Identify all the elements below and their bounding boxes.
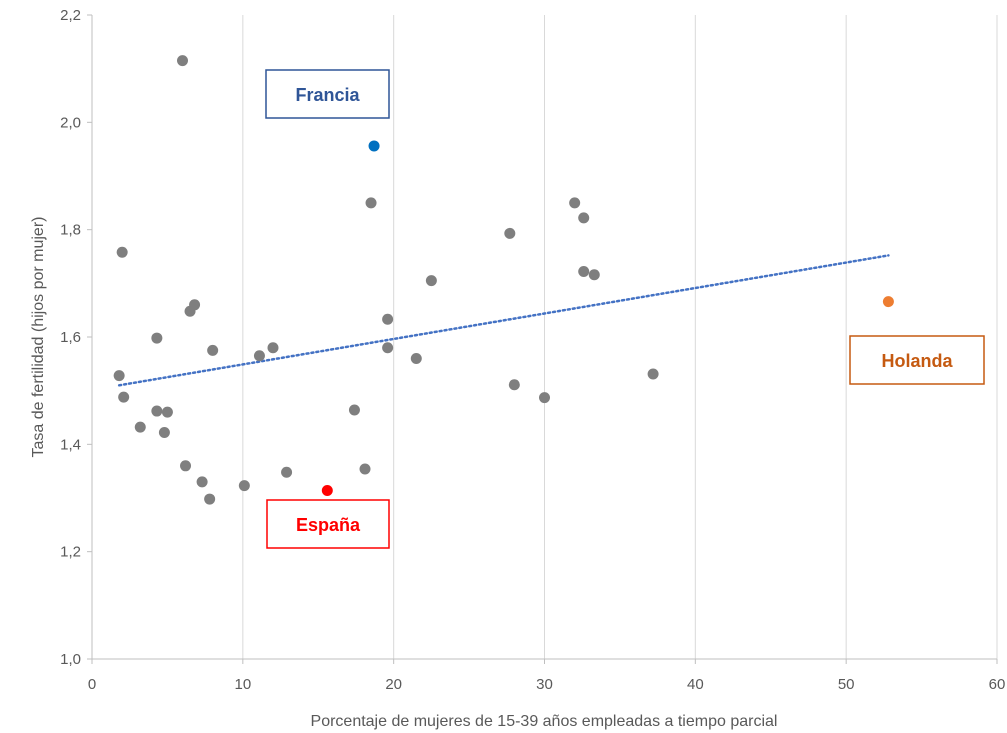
highlight-point-holanda: [882, 296, 894, 308]
data-point: [204, 493, 216, 505]
data-point: [189, 299, 201, 311]
y-tick-label: 1,8: [60, 222, 81, 239]
data-point: [539, 392, 550, 404]
data-point: [151, 405, 163, 417]
y-tick-labels: 1,0 1,2 1,4 1,6 1,8 2,0 2,2: [60, 7, 81, 668]
data-point: [588, 269, 600, 281]
data-point: [578, 212, 590, 224]
x-axis-title: Porcentaje de mujeres de 15-39 años empl…: [311, 713, 778, 730]
callout-label-espana: España: [296, 515, 361, 535]
data-point: [158, 427, 170, 439]
data-point: [504, 227, 516, 239]
y-tick-label: 1,2: [60, 544, 81, 561]
gridlines: [242, 15, 998, 659]
data-point: [569, 197, 581, 209]
callout-label-francia: Francia: [295, 85, 360, 105]
data-point: [196, 476, 208, 488]
data-point: [177, 55, 188, 67]
data-point: [116, 246, 128, 258]
x-tick-label: 30: [536, 676, 553, 693]
data-point: [578, 266, 590, 278]
data-point: [508, 379, 520, 391]
x-tick-labels: 0 10 20 30 40 50 60: [88, 676, 1006, 693]
data-point: [151, 332, 163, 344]
y-tick-label: 1,0: [60, 651, 81, 668]
callout-label-holanda: Holanda: [881, 351, 953, 371]
data-point: [113, 370, 125, 382]
data-point: [425, 275, 437, 287]
highlight-point-espana: [321, 484, 333, 496]
data-point: [134, 421, 146, 433]
x-tick-label: 40: [687, 676, 704, 693]
y-tick-label: 2,2: [60, 7, 81, 24]
data-point: [365, 197, 377, 209]
x-tick-label: 60: [989, 676, 1006, 693]
data-point: [118, 391, 130, 403]
data-point: [281, 466, 293, 478]
trendline: [117, 254, 890, 387]
data-point: [348, 404, 360, 416]
trendline-group: [117, 254, 890, 387]
callout-box-francia: [265, 69, 390, 119]
data-point: [238, 480, 250, 492]
x-tick-label: 50: [838, 676, 855, 693]
callout-box-espana: [266, 499, 390, 549]
x-tick-label: 10: [234, 676, 251, 693]
y-axis-title: Tasa de fertilidad (hijos por mujer): [30, 217, 47, 458]
highlight-point-francia: [368, 140, 380, 152]
data-point: [382, 313, 394, 325]
callout-box-holanda: [849, 335, 985, 385]
data-point: [267, 342, 279, 354]
data-point: [410, 352, 422, 364]
axes: [87, 14, 998, 664]
data-point: [382, 342, 394, 354]
x-tick-label: 0: [88, 676, 96, 693]
data-point: [359, 463, 371, 475]
data-point: [161, 406, 173, 418]
data-point: [253, 350, 265, 362]
data-point: [207, 344, 219, 356]
y-tick-label: 1,6: [60, 329, 81, 346]
data-points: [113, 55, 894, 505]
y-tick-label: 1,4: [60, 436, 81, 453]
data-point: [180, 460, 192, 472]
data-point: [647, 368, 659, 380]
y-tick-label: 2,0: [60, 114, 81, 131]
callouts: Francia España Holanda: [265, 69, 985, 549]
x-tick-label: 20: [385, 676, 402, 693]
